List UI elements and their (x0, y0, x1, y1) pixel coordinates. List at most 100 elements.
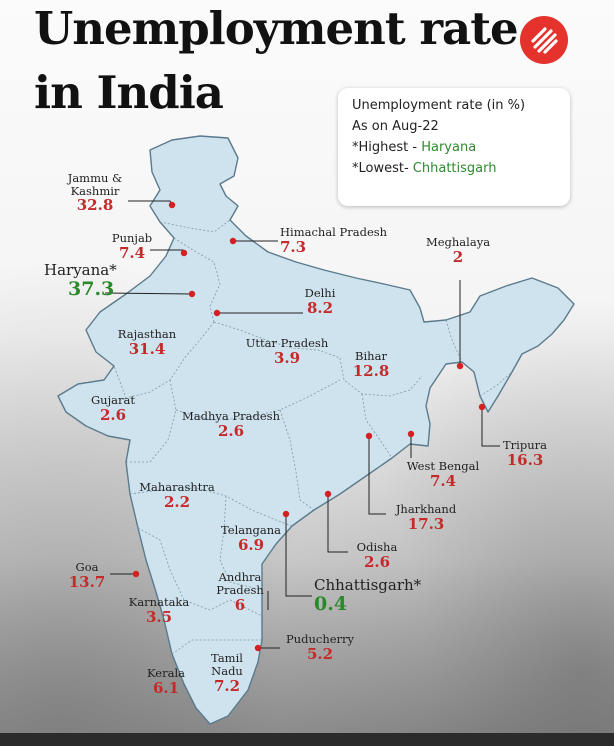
state-value: 3.9 (273, 349, 301, 368)
state-label-tamil-nadu: Tamil Nadu 7.2 (200, 651, 254, 696)
state-name: Karnataka (128, 595, 190, 609)
state-value: 5.2 (306, 645, 334, 664)
state-value: 7.2 (213, 677, 241, 696)
state-label-goa: Goa 13.7 (62, 560, 112, 591)
state-label-chhattisgarh: Chhattisgarh* 0.4 (314, 576, 422, 616)
marker-tripura (478, 403, 486, 411)
state-label-odisha: Odisha 2.6 (348, 540, 406, 572)
state-value: 6 (234, 596, 246, 615)
state-value: 2.6 (363, 553, 391, 572)
marker-puducherry (254, 644, 262, 652)
state-name: Meghalaya (425, 235, 491, 249)
state-label-tripura: Tripura 16.3 (498, 438, 552, 470)
state-name: Puducherry (285, 632, 355, 646)
state-label-haryana: Haryana* 37.3 (44, 261, 117, 301)
marker-goa (132, 570, 140, 578)
state-name: Andhra Pradesh (216, 570, 264, 598)
marker-punjab (180, 249, 188, 257)
marker-himachal-pradesh (229, 237, 237, 245)
state-name: Jharkhand (395, 502, 457, 516)
state-name: Rajasthan (117, 327, 177, 341)
state-name: Himachal Pradesh (280, 225, 388, 239)
state-label-punjab: Punjab 7.4 (110, 231, 154, 263)
state-label-karnataka: Karnataka 3.5 (126, 595, 192, 627)
state-value: 2.6 (99, 406, 127, 425)
state-value: 7.3 (280, 238, 307, 257)
state-label-rajasthan: Rajasthan 31.4 (112, 327, 182, 359)
state-label-himachal-pradesh: Himachal Pradesh 7.3 (280, 225, 388, 257)
state-name: Jammu & Kashmir (67, 171, 123, 198)
legend-lowest: *Lowest- Chhattisgarh (352, 161, 556, 176)
state-name: Delhi (304, 286, 336, 300)
marker-odisha (324, 490, 332, 498)
state-label-meghalaya: Meghalaya 2 (420, 235, 496, 267)
page-title-line-1: Unemployment rate (34, 2, 519, 55)
state-label-uttar-pradesh: Uttar Pradesh 3.9 (240, 336, 334, 368)
state-label-jharkhand: Jharkhand 17.3 (388, 502, 464, 534)
state-value: 17.3 (407, 515, 445, 534)
state-value: 6.9 (237, 536, 265, 555)
state-markers (132, 201, 486, 652)
state-name: Chhattisgarh* (314, 576, 422, 594)
marker-jammu-kashmir (168, 201, 176, 209)
leader-lines (104, 200, 500, 649)
state-label-madhya-pradesh: Madhya Pradesh 2.6 (178, 409, 284, 441)
state-value: 7.4 (429, 472, 457, 491)
marker-jharkhand (365, 432, 373, 440)
state-label-delhi: Delhi 8.2 (300, 286, 340, 318)
state-name: Kerala (147, 666, 185, 680)
state-value: 12.8 (352, 362, 390, 381)
state-value: 3.5 (145, 608, 173, 627)
state-name: Tamil Nadu (211, 651, 243, 679)
legend-date: As on Aug-22 (352, 119, 439, 134)
state-name: Haryana* (44, 261, 117, 279)
state-label-west-bengal: West Bengal 7.4 (400, 459, 486, 491)
state-label-jammu-kashmir: Jammu & Kashmir 32.8 (60, 172, 130, 215)
state-name: Bihar (355, 349, 387, 363)
state-label-andhra-pradesh: Andhra Pradesh 6 (212, 570, 268, 615)
state-label-gujarat: Gujarat 2.6 (88, 393, 138, 425)
state-value: 8.2 (306, 299, 334, 318)
state-value: 6.1 (152, 679, 180, 698)
state-name: West Bengal (406, 459, 480, 473)
legend-lowest-state: Chhattisgarh (412, 161, 497, 176)
state-name: Goa (75, 560, 99, 574)
state-name: Uttar Pradesh (245, 336, 329, 350)
state-value: 32.8 (76, 196, 114, 215)
state-name: Tripura (503, 438, 547, 452)
page-title-line-2: in India (34, 66, 224, 119)
state-borders (113, 219, 513, 655)
state-name: Telangana (220, 523, 281, 537)
state-label-bihar: Bihar 12.8 (346, 349, 396, 381)
state-name: Maharashtra (139, 480, 215, 494)
marker-west-bengal (407, 430, 415, 438)
state-name: Gujarat (91, 393, 135, 407)
marker-chhattisgarh (282, 510, 290, 518)
legend-highest-label: *Highest - (352, 140, 422, 155)
publisher-logo-icon (520, 16, 568, 64)
state-value: 2.2 (163, 493, 191, 512)
bottom-bar (0, 733, 614, 746)
state-value: 37.3 (68, 278, 115, 301)
legend-heading: Unemployment rate (in %) (352, 98, 526, 113)
state-name: Punjab (111, 231, 153, 245)
state-label-maharashtra: Maharashtra 2.2 (132, 480, 222, 512)
marker-delhi (213, 309, 221, 317)
legend-highest-state: Haryana (421, 140, 477, 155)
legend-highest: *Highest - Haryana (352, 140, 556, 155)
state-label-telangana: Telangana 6.9 (218, 523, 284, 555)
state-name: Madhya Pradesh (182, 409, 280, 423)
state-value: 2 (452, 248, 464, 267)
legend-box: Unemployment rate (in %) As on Aug-22 *H… (338, 88, 570, 206)
state-value: 0.4 (314, 593, 348, 616)
state-value: 16.3 (506, 451, 544, 470)
state-label-kerala: Kerala 6.1 (144, 666, 188, 698)
state-value: 7.4 (118, 244, 146, 263)
state-name: Odisha (356, 540, 398, 554)
legend-lowest-label: *Lowest- (352, 161, 413, 176)
state-value: 31.4 (128, 340, 166, 359)
state-label-puducherry: Puducherry 5.2 (280, 632, 360, 664)
state-value: 2.6 (217, 422, 245, 441)
india-outline (57, 135, 575, 725)
